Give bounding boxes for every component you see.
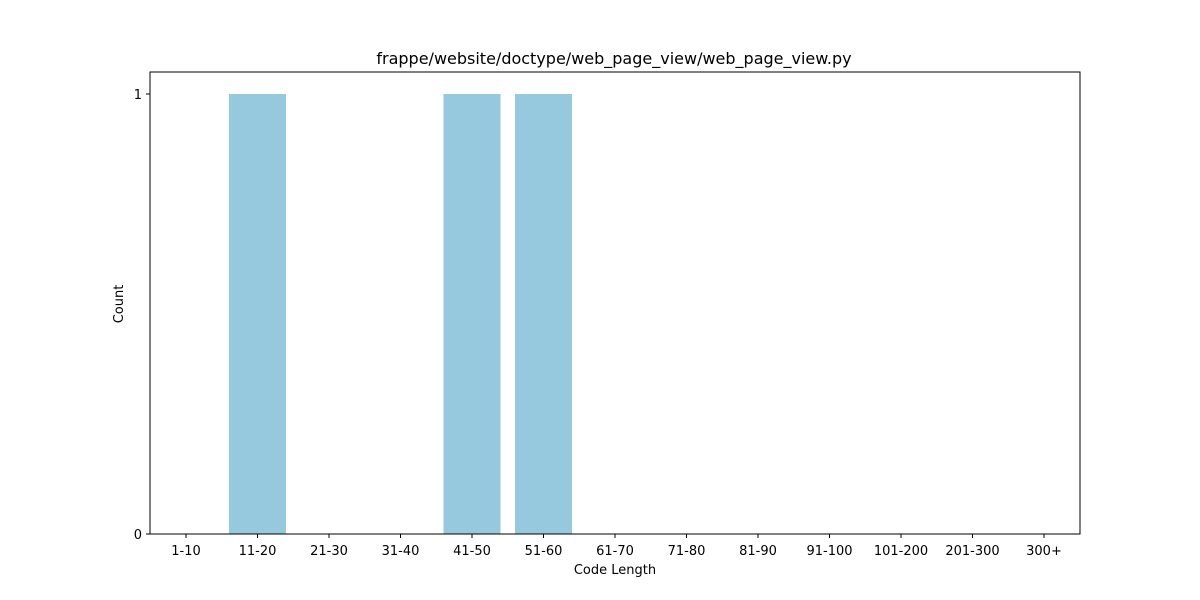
y-axis: 01 bbox=[134, 88, 150, 543]
x-tick-label: 21-30 bbox=[310, 544, 348, 559]
x-axis: 1-10 11-20 21-30 31-40 41-50 51-60 61-70 71-80 8… bbox=[171, 534, 1062, 559]
x-axis-label: Code Length bbox=[574, 563, 656, 578]
x-tick-label: 101-200 bbox=[874, 544, 928, 559]
x-tick-label: 81-90 bbox=[739, 544, 777, 559]
x-tick-label: 201-300 bbox=[945, 544, 999, 559]
x-tick-label: 1-10 bbox=[171, 544, 201, 559]
x-tick-label: 61-70 bbox=[596, 544, 634, 559]
bar-51-60 bbox=[515, 94, 572, 534]
x-tick-label: 51-60 bbox=[525, 544, 563, 559]
y-axis-label: Count bbox=[112, 285, 127, 324]
bar-11-20 bbox=[229, 94, 286, 534]
bars-layer bbox=[229, 94, 572, 534]
x-tick-label: 71-80 bbox=[668, 544, 706, 559]
x-tick-label: 41-50 bbox=[453, 544, 491, 559]
bar-41-50 bbox=[443, 94, 501, 534]
x-tick-label: 11-20 bbox=[239, 544, 277, 559]
y-tick-label: 1 bbox=[134, 88, 142, 103]
x-tick-label: 300+ bbox=[1026, 544, 1062, 559]
x-tick-label: 91-100 bbox=[806, 544, 852, 559]
plot-frame bbox=[149, 71, 1081, 535]
x-tick-label: 31-40 bbox=[382, 544, 420, 559]
y-tick-label: 0 bbox=[134, 528, 142, 543]
chart-title: frappe/website/doctype/web_page_view/web… bbox=[376, 49, 851, 69]
